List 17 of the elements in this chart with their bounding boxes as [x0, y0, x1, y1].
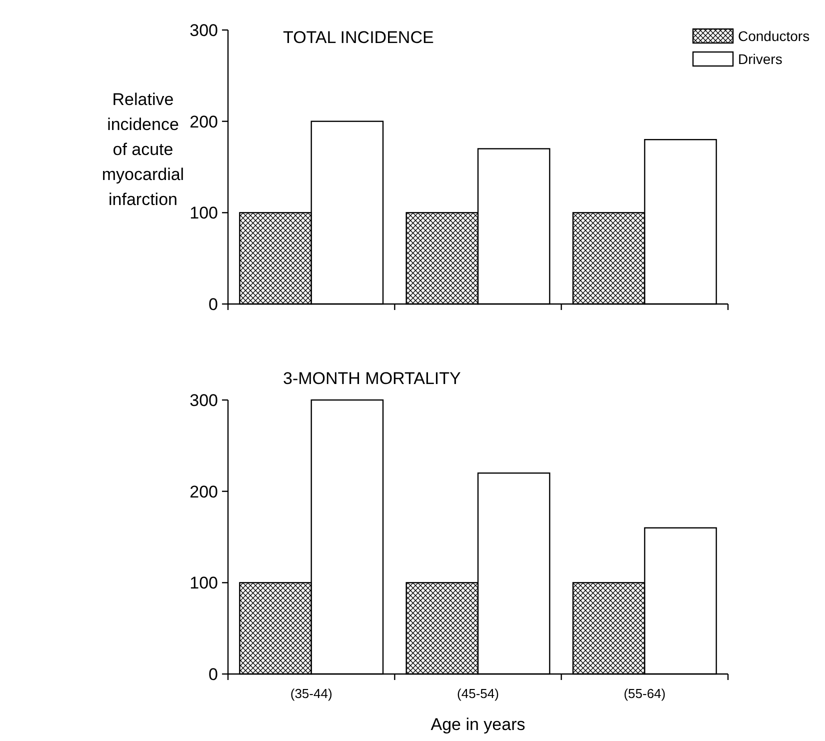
y-tick-label: 300 — [190, 20, 218, 40]
y-axis-title: Relative incidence of acute myocardial infarction — [102, 90, 184, 209]
y-tick-label: 300 — [190, 390, 218, 410]
y-tick-label: 0 — [208, 294, 218, 314]
x-tick-label: (35-44) — [290, 686, 332, 701]
chart-title: TOTAL INCIDENCE — [283, 28, 434, 47]
x-axis-title: Age in years — [430, 715, 526, 734]
legend-label: Drivers — [738, 50, 782, 67]
x-tick-label: (45-54) — [457, 686, 499, 701]
y-tick-label: 100 — [190, 204, 218, 223]
y-tick-label: 0 — [208, 664, 218, 684]
y-tick-label: 200 — [190, 112, 218, 132]
x-tick-label: (55-64) — [624, 686, 666, 701]
chart-title: 3-MONTH MORTALITY — [283, 369, 461, 388]
y-tick-label: 200 — [190, 482, 218, 502]
y-tick-label: 100 — [190, 574, 218, 593]
legend-label: Conductors — [738, 28, 810, 44]
